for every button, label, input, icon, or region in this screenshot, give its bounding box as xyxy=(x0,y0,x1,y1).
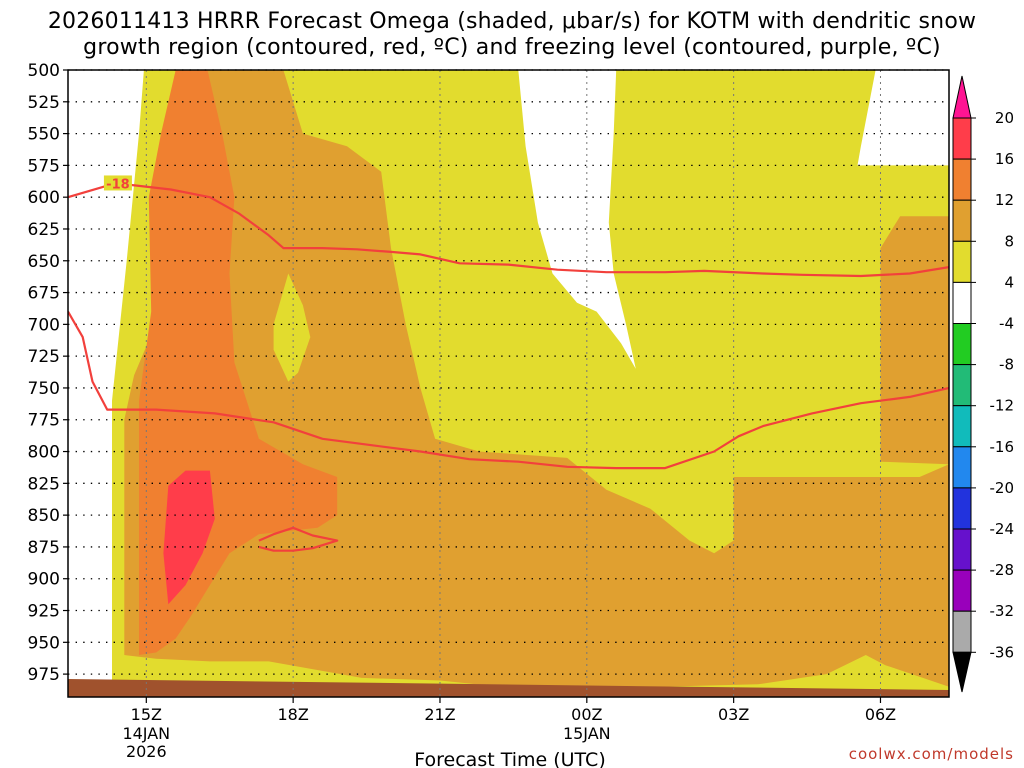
plot-frame xyxy=(67,69,950,698)
colorbar-swatch xyxy=(952,569,972,612)
y-tick-label: 650 xyxy=(28,252,60,272)
x-tick-label: 21Z xyxy=(424,705,455,724)
x-tick-date: 14JAN xyxy=(122,724,170,743)
dgz-contours: -18 xyxy=(68,175,949,552)
y-tick-label: 600 xyxy=(28,188,60,208)
terrain-band xyxy=(68,679,949,697)
colorbar-swatch xyxy=(952,199,972,242)
omega-region-4 xyxy=(163,470,215,605)
terrain-fill xyxy=(68,679,949,697)
x-tick-label: 18Z xyxy=(277,705,308,724)
colorbar-label: -32 xyxy=(990,602,1015,620)
colorbar-label: -4 xyxy=(999,315,1014,333)
colorbar-label: 16 xyxy=(995,150,1014,168)
y-tick-label: 975 xyxy=(28,665,60,685)
contour-label-bg xyxy=(103,175,132,191)
colorbar-label: 4 xyxy=(1004,273,1014,291)
colorbar-label: -36 xyxy=(990,643,1015,661)
colorbar-swatch xyxy=(952,405,972,448)
plot-area: -18 xyxy=(67,69,950,698)
dgz-contour-2 xyxy=(258,526,339,552)
colorbar-swatch xyxy=(952,446,972,489)
omega-region-5 xyxy=(518,70,636,369)
y-tick-label: 550 xyxy=(28,125,60,145)
x-tick-year: 2026 xyxy=(126,742,167,761)
colorbar-swatch xyxy=(952,610,972,653)
colorbar-label: -12 xyxy=(990,397,1015,415)
colorbar-label: -16 xyxy=(990,438,1015,456)
colorbar-label: 8 xyxy=(1004,232,1014,250)
y-tick-label: 750 xyxy=(28,379,60,399)
colorbar-label: -28 xyxy=(990,561,1015,579)
y-axis: 500 525 550 575 600 625 650 675 700 725 750 775 800 8… xyxy=(28,61,68,685)
y-tick-label: 525 xyxy=(28,93,60,113)
y-tick-label: 925 xyxy=(28,602,60,622)
x-tick-label: 03Z xyxy=(718,705,749,724)
dgz-contour-1 xyxy=(68,311,949,470)
colorbar-bottom-arrow xyxy=(952,651,972,693)
colorbar-top-arrow xyxy=(952,75,972,119)
y-tick-label: 775 xyxy=(28,411,60,431)
colorbar-label: 20 xyxy=(995,109,1014,127)
y-tick-label: 625 xyxy=(28,220,60,240)
y-tick-label: 500 xyxy=(28,61,60,81)
chart-title-line-1: 2026011413 HRRR Forecast Omega (shaded, … xyxy=(48,9,976,34)
x-tick-label: 06Z xyxy=(865,705,896,724)
colorbar-swatch xyxy=(952,281,972,324)
colorbar-swatch xyxy=(952,528,972,571)
omega-region-6 xyxy=(273,273,311,382)
y-tick-label: 575 xyxy=(28,156,60,176)
omega-region-7 xyxy=(880,216,949,465)
y-tick-label: 675 xyxy=(28,284,60,304)
y-tick-label: 800 xyxy=(28,443,60,463)
y-tick-label: 725 xyxy=(28,347,60,367)
colorbar-swatch xyxy=(952,117,972,160)
colorbar: 20 16 12 8 4 -4 -8 -12 -16 -20 -24 -28 -32 -36 xyxy=(952,75,1015,693)
dgz-contour-0 xyxy=(68,183,949,278)
x-tick-label: 15Z xyxy=(131,705,162,724)
credit-link[interactable]: coolwx.com/models xyxy=(849,745,1014,763)
omega-shading xyxy=(68,70,949,697)
gridlines xyxy=(68,69,949,697)
colorbar-label: -24 xyxy=(990,520,1015,538)
chart-title-line-2: growth region (contoured, red, ºC) and f… xyxy=(83,35,941,60)
colorbar-label: -8 xyxy=(999,356,1014,374)
colorbar-swatch xyxy=(952,323,972,366)
y-tick-label: 875 xyxy=(28,538,60,558)
y-tick-label: 825 xyxy=(28,474,60,494)
contour-label: -18 xyxy=(106,177,130,192)
y-tick-label: 950 xyxy=(28,633,60,653)
colorbar-label: 12 xyxy=(995,191,1014,209)
y-tick-label: 700 xyxy=(28,315,60,335)
y-tick-label: 900 xyxy=(28,570,60,590)
x-tick-label: 00Z xyxy=(571,705,602,724)
omega-region-2 xyxy=(124,70,949,691)
colorbar-swatch xyxy=(952,487,972,530)
colorbar-swatch xyxy=(952,158,972,201)
x-tick-date: 15JAN xyxy=(563,724,611,743)
y-tick-label: 850 xyxy=(28,506,60,526)
colorbar-swatch xyxy=(952,240,972,283)
colorbar-swatch xyxy=(952,364,972,407)
colorbar-label: -20 xyxy=(990,479,1015,497)
x-axis-title: Forecast Time (UTC) xyxy=(414,749,605,768)
